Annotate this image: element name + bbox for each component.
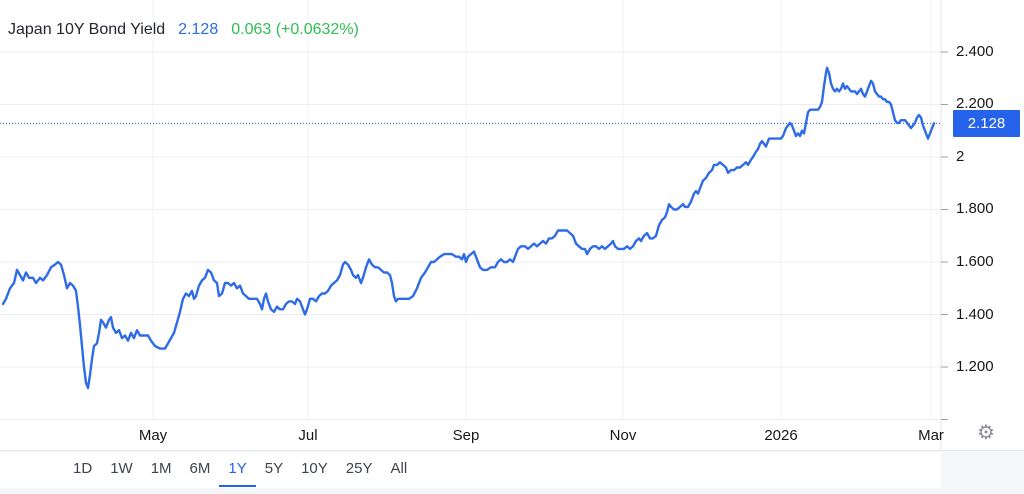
instrument-title: Japan 10Y Bond Yield <box>8 21 166 38</box>
chart-header: Japan 10Y Bond Yield 2.128 0.063 (+0.063… <box>8 21 359 39</box>
range-button-1y[interactable]: 1Y <box>219 452 256 487</box>
range-button-10y[interactable]: 10Y <box>292 452 337 487</box>
price-chart[interactable] <box>0 0 1024 450</box>
y-axis-label: 1.800 <box>956 200 994 217</box>
y-axis-label: 2 <box>956 148 965 165</box>
x-axis-label: May <box>138 427 168 444</box>
x-axis-label: Sep <box>452 427 480 444</box>
last-price-value: 2.128 <box>178 21 219 38</box>
gear-icon[interactable]: ⚙ <box>973 420 999 446</box>
range-button-5y[interactable]: 5Y <box>256 452 292 487</box>
range-button-1d[interactable]: 1D <box>64 452 101 487</box>
y-axis-label: 1.600 <box>956 253 994 270</box>
y-axis-label: 2.400 <box>956 43 994 60</box>
x-axis-label: Jul <box>298 427 318 444</box>
y-axis-label: 1.400 <box>956 306 994 323</box>
range-button-all[interactable]: All <box>382 452 417 487</box>
y-axis-label: 2.200 <box>956 95 994 112</box>
price-change: 0.063 (+0.0632%) <box>231 21 359 38</box>
y-axis-label: 1.200 <box>956 358 994 375</box>
current-price-badge: 2.128 <box>953 110 1020 137</box>
toolbar-strip <box>0 452 941 488</box>
range-button-6m[interactable]: 6M <box>181 452 220 487</box>
bottom-toolbar: 1D 1W 1M 6M 1Y 5Y 10Y 25Y All <box>0 450 1024 494</box>
range-selector: 1D 1W 1M 6M 1Y 5Y 10Y 25Y All <box>64 452 416 487</box>
range-button-1w[interactable]: 1W <box>101 452 142 487</box>
x-axis-label: Mar <box>918 427 944 444</box>
range-button-1m[interactable]: 1M <box>142 452 181 487</box>
x-axis-label: 2026 <box>764 427 798 444</box>
range-button-25y[interactable]: 25Y <box>337 452 382 487</box>
price-line-series <box>1 66 936 390</box>
x-axis-label: Nov <box>609 427 637 444</box>
